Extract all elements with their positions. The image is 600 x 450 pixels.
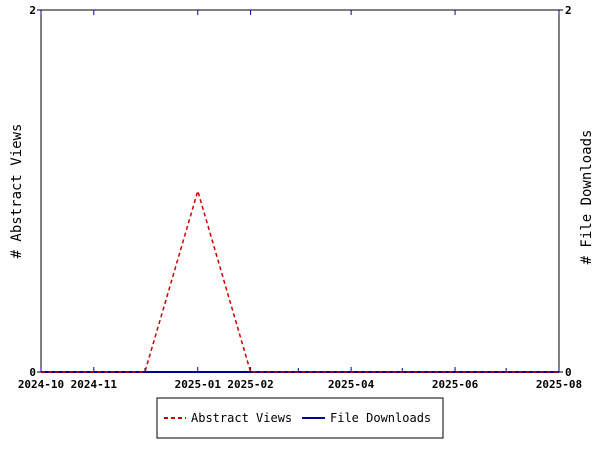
x-tick-label: 2024-10 <box>18 378 64 391</box>
legend-label-abstract-views: Abstract Views <box>191 411 292 425</box>
x-tick-label: 2024-11 <box>71 378 118 391</box>
y-axes: 0 2 0 2 <box>29 4 571 379</box>
x-tick-label: 2025-04 <box>328 378 375 391</box>
x-tick-label: 2025-08 <box>536 378 582 391</box>
x-tick-label: 2025-02 <box>227 378 273 391</box>
y-left-tick-label: 2 <box>29 4 36 17</box>
x-tick-label: 2025-06 <box>432 378 479 391</box>
series-layer <box>41 188 559 373</box>
y-right-tick-label: 2 <box>565 4 572 17</box>
x-axis: 2024-10 2024-11 2025-01 2025-02 2025-04 2025-… <box>18 10 582 391</box>
legend-label-file-downloads: File Downloads <box>330 411 431 425</box>
series-line-abstract-views <box>41 188 559 373</box>
plot-area <box>40 9 560 373</box>
legend-box <box>156 397 444 439</box>
y-right-tick-label: 0 <box>565 366 572 379</box>
x-tick-label: 2025-01 <box>175 378 222 391</box>
y-axis-left-title: # Abstract Views <box>9 124 25 259</box>
y-axis-right-title: # File Downloads <box>579 130 595 265</box>
legend: Abstract Views File Downloads <box>156 397 444 439</box>
y-left-tick-label: 0 <box>29 366 36 379</box>
